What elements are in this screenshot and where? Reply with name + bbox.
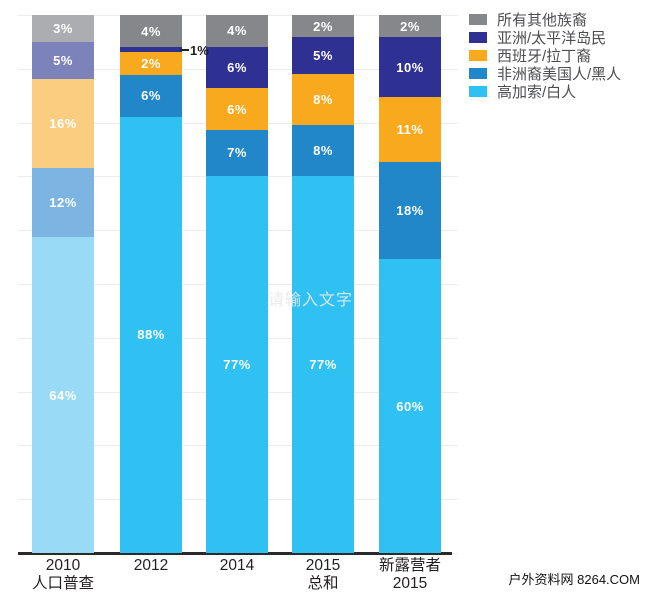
- x-axis-label-line: 2010: [45, 557, 81, 574]
- legend-item: 西班牙/拉丁裔: [469, 48, 621, 65]
- segment-value-label: 77%: [309, 356, 337, 372]
- legend-item: 高加索/白人: [469, 84, 621, 101]
- bar-segment: 77%: [206, 175, 268, 553]
- segment-value-label: 2%: [313, 18, 333, 34]
- x-axis-label-line: 人口普查: [31, 575, 94, 592]
- legend-item: 所有其他族裔: [469, 12, 621, 29]
- segment-value-label: 10%: [396, 59, 424, 75]
- bar-segment: 7%: [206, 129, 268, 176]
- bar-segment: 3%: [32, 14, 94, 43]
- legend-swatch: [469, 50, 487, 61]
- segment-value-label: 64%: [49, 387, 77, 403]
- bar-segment: 5%: [32, 42, 94, 79]
- x-axis-label: 新露营者 2015: [350, 557, 470, 592]
- segment-value-label: 11%: [396, 121, 424, 137]
- bar-segment: 88%: [120, 116, 182, 553]
- legend-swatch: [469, 14, 487, 25]
- bar-segment: 8%: [292, 74, 354, 125]
- bar-segment: 16%: [32, 78, 94, 168]
- segment-value-label: 5%: [313, 48, 333, 64]
- bar-segment: 64%: [32, 237, 94, 553]
- bar-2015-总和: 77% 8% 8% 5% 2%: [292, 15, 354, 553]
- site-watermark: 户外资料网 8264.COM: [508, 572, 640, 587]
- bar-segment: 5%: [292, 37, 354, 75]
- bar-segment: 4%: [120, 14, 182, 48]
- legend-label: 所有其他族裔: [497, 12, 588, 29]
- segment-value-label: 7%: [227, 145, 247, 161]
- legend-label: 非洲裔美国人/黑人: [497, 66, 622, 83]
- x-axis-label-line: 2015: [305, 557, 341, 574]
- x-axis-label: 2015 总和: [263, 557, 383, 592]
- x-axis-label-line: 2015: [392, 575, 428, 592]
- bar-segment: 6%: [206, 88, 268, 130]
- legend: 所有其他族裔 亚洲/太平洋岛民 西班牙/拉丁裔 非洲裔美国人/黑人 高加索/白人: [469, 12, 621, 103]
- bar-segment: 18%: [379, 161, 441, 260]
- bar-新露营者-2015: 60% 18% 11% 10% 2%: [379, 15, 441, 553]
- bar-segment: 10%: [379, 37, 441, 98]
- bar-segment: 12%: [32, 167, 94, 238]
- segment-value-label: 8%: [313, 142, 333, 158]
- legend-swatch: [469, 86, 487, 97]
- segment-value-label: 3%: [53, 21, 73, 37]
- x-axis-label-line: 2012: [133, 557, 169, 574]
- legend-label: 高加索/白人: [497, 84, 577, 101]
- bar-segment: 8%: [292, 124, 354, 176]
- x-axis-labels: 2010 人口普查 2012 2014 2015 总和 新露营者 2015: [18, 557, 458, 592]
- segment-value-label: 2%: [141, 55, 161, 71]
- segment-value-label: 5%: [53, 53, 73, 68]
- segment-value-label: 6%: [227, 60, 247, 76]
- x-axis-label-line: 2014: [219, 557, 255, 574]
- outside-value-annotation: 1%: [180, 43, 209, 58]
- x-axis-line: [18, 552, 452, 555]
- legend-label: 西班牙/拉丁裔: [497, 48, 592, 65]
- legend-item: 非洲裔美国人/黑人: [469, 66, 621, 83]
- segment-value-label: 88%: [137, 327, 165, 343]
- segment-value-label: 8%: [313, 92, 333, 108]
- segment-value-label: 60%: [396, 398, 424, 414]
- x-axis-label-line: 新露营者: [378, 557, 441, 574]
- segment-value-label: 18%: [396, 202, 424, 218]
- bar-segment: 77%: [292, 175, 354, 553]
- bar-segment: [120, 47, 182, 53]
- leader-line: [180, 49, 189, 51]
- bar-segment: 4%: [206, 15, 268, 47]
- annotation-label: 1%: [190, 42, 209, 58]
- segment-value-label: 4%: [141, 23, 161, 39]
- segment-value-label: 6%: [227, 101, 247, 117]
- bar-2012: 88% 6% 2% 4%: [120, 14, 182, 553]
- legend-swatch: [469, 32, 487, 43]
- bar-2014: 77% 7% 6% 6% 4%: [206, 15, 268, 553]
- segment-value-label: 77%: [223, 356, 251, 372]
- bar-segment: 2%: [379, 15, 441, 38]
- legend-label: 亚洲/太平洋岛民: [497, 30, 607, 47]
- bar-segment: 6%: [206, 46, 268, 89]
- segment-value-label: 2%: [400, 18, 420, 34]
- bar-segment: 6%: [120, 74, 182, 117]
- legend-swatch: [469, 68, 487, 79]
- x-axis-label: 2014: [177, 557, 297, 575]
- center-placeholder-watermark: 请输入文字: [268, 292, 354, 309]
- bar-segment: 60%: [379, 259, 441, 553]
- segment-value-label: 16%: [49, 115, 77, 131]
- segment-value-label: 12%: [49, 194, 77, 210]
- segment-value-label: 6%: [141, 88, 161, 104]
- segment-value-label: 4%: [227, 23, 247, 39]
- x-axis-label: 2010 人口普查: [3, 557, 123, 592]
- bar-segment: 11%: [379, 97, 441, 162]
- bar-segment: 2%: [120, 52, 182, 75]
- x-axis-label-line: 总和: [307, 575, 339, 592]
- bar-segment: 2%: [292, 15, 354, 38]
- legend-item: 亚洲/太平洋岛民: [469, 30, 621, 47]
- bar-2010-人口普查: 64% 12% 16% 5% 3%: [32, 14, 94, 553]
- plot-area: 64% 12% 16% 5% 3% 88% 6% 2% 4% 77% 7% 6% 6% 4% 77% 8% 8%…: [18, 14, 458, 555]
- x-axis-label: 2012: [91, 557, 211, 575]
